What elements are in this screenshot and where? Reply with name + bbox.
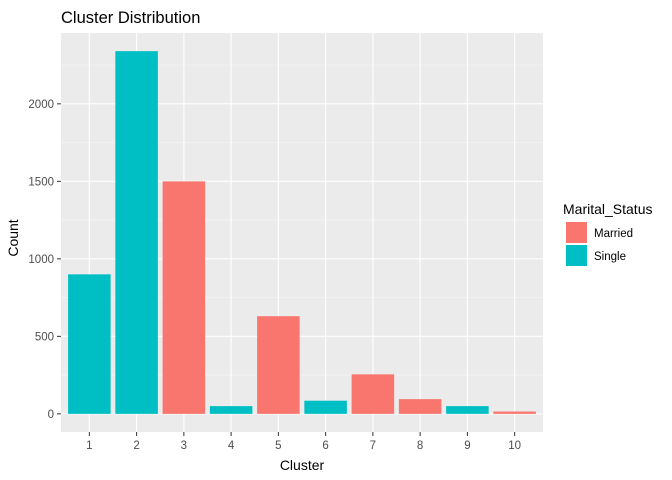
legend-key-married	[566, 222, 587, 243]
bar-cluster-9	[446, 406, 489, 414]
bar-cluster-10	[493, 411, 536, 414]
x-tick-label: 3	[181, 440, 187, 452]
x-tick-label: 2	[133, 440, 139, 452]
bar-cluster-8	[398, 399, 442, 414]
y-tick-label: 1000	[28, 254, 54, 266]
legend-title: Marital_Status	[563, 201, 652, 217]
bars	[68, 51, 536, 414]
x-tick-label: 8	[417, 440, 423, 452]
bar-cluster-3	[162, 181, 206, 414]
y-tick-label: 500	[35, 331, 54, 343]
chart-title: Cluster Distribution	[61, 9, 200, 27]
x-tick-label: 6	[322, 440, 328, 452]
bar-cluster-7	[351, 374, 395, 414]
bar-cluster-2	[115, 51, 158, 414]
y-tick-label: 1500	[28, 176, 54, 188]
bar-cluster-4	[209, 406, 253, 414]
legend-key-single	[566, 245, 587, 266]
x-tick-label: 10	[508, 440, 521, 452]
x-tick-label: 5	[275, 440, 281, 452]
x-axis: 1 2 3 4 5 6 7 8 9 10	[86, 432, 521, 452]
x-tick-label: 7	[370, 440, 376, 452]
legend: Marital_Status Married Single	[563, 201, 652, 266]
y-tick-label: 0	[48, 409, 54, 421]
bar-cluster-6	[304, 400, 347, 414]
legend-label-married: Married	[594, 228, 633, 240]
y-axis: 0 500 1000 1500 2000	[28, 99, 61, 421]
x-axis-title: Cluster	[280, 457, 325, 473]
bar-cluster-1	[68, 274, 111, 414]
y-tick-label: 2000	[28, 99, 54, 111]
x-tick-label: 1	[86, 440, 92, 452]
x-tick-label: 4	[228, 440, 235, 452]
x-tick-label: 9	[464, 440, 470, 452]
legend-label-single: Single	[594, 251, 626, 263]
y-axis-title: Count	[5, 219, 21, 256]
bar-cluster-5	[257, 316, 300, 414]
